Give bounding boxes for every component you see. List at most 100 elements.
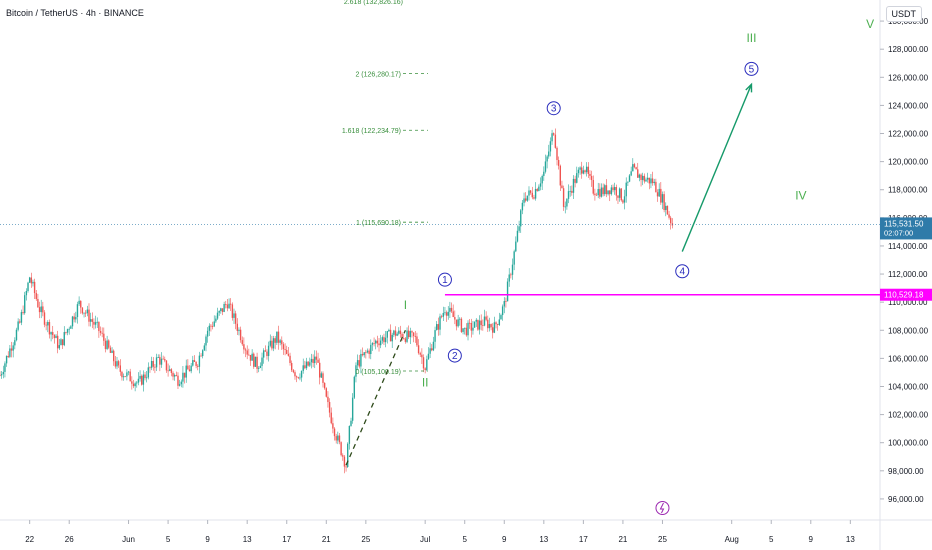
candle: [439, 316, 441, 330]
candle: [528, 190, 530, 196]
candle: [617, 195, 619, 198]
candle: [632, 164, 634, 172]
candle: [111, 350, 113, 353]
candle: [126, 372, 128, 377]
wave-circle-label: 3: [551, 104, 557, 115]
candle: [230, 303, 232, 305]
wave-roman-label: III: [746, 31, 756, 45]
candle: [607, 190, 609, 195]
x-tick-label: 5: [166, 535, 171, 544]
candle: [516, 230, 519, 242]
candle: [363, 352, 365, 356]
candle: [569, 190, 571, 192]
candle: [269, 340, 271, 346]
event-marker-icon: [655, 501, 670, 515]
candle: [597, 189, 599, 196]
candle: [152, 360, 154, 367]
candle: [43, 312, 46, 325]
wave-circle-label: 5: [749, 64, 755, 75]
candle: [45, 324, 47, 326]
candle: [203, 345, 206, 351]
last-price-label: 115,531.50: [884, 219, 924, 228]
candle: [360, 353, 362, 367]
candle: [157, 356, 159, 358]
currency-unit-button[interactable]: USDT: [885, 6, 922, 22]
candle: [99, 331, 102, 333]
candle: [333, 428, 336, 437]
candle: [460, 318, 463, 332]
candle: [549, 141, 552, 152]
candle: [244, 349, 247, 351]
candle: [559, 165, 561, 186]
fib-label: 2 (126,280.17): [355, 71, 401, 78]
y-tick-label: 118,000.00: [888, 186, 928, 195]
candle: [256, 356, 258, 369]
candle: [63, 332, 65, 346]
candle: [134, 383, 136, 387]
candle: [279, 340, 281, 343]
candle: [488, 324, 491, 329]
projection-arrow-line: [681, 84, 753, 252]
candle: [493, 322, 496, 333]
candle: [533, 197, 535, 199]
candle: [590, 175, 593, 181]
candle: [581, 167, 583, 174]
x-tick-label: 5: [769, 535, 774, 544]
candle: [231, 304, 234, 318]
candle: [241, 340, 243, 345]
candle: [119, 365, 121, 372]
candle: [272, 338, 275, 349]
candle: [12, 345, 14, 351]
candle: [440, 316, 443, 318]
candle: [66, 329, 69, 333]
candle: [638, 174, 641, 178]
candle: [221, 308, 224, 312]
candle: [501, 306, 504, 316]
candle: [136, 382, 138, 384]
candle: [193, 360, 196, 362]
candle: [287, 353, 290, 356]
candle: [15, 329, 18, 341]
candle: [239, 329, 242, 341]
candle: [422, 357, 425, 369]
candle: [506, 281, 509, 302]
candle: [351, 397, 354, 421]
candle: [353, 376, 356, 398]
candle: [670, 217, 672, 224]
candle: [562, 188, 565, 207]
candle: [165, 360, 168, 371]
candle: [124, 376, 126, 378]
candle: [452, 311, 454, 318]
candle: [20, 312, 23, 323]
candle: [375, 340, 377, 344]
candle: [84, 312, 87, 314]
x-tick-label: 9: [205, 535, 210, 544]
candle: [37, 299, 39, 308]
candle: [109, 347, 112, 353]
wave-roman-label: II: [422, 375, 429, 389]
candle: [98, 321, 100, 332]
candle: [180, 381, 182, 385]
candle: [253, 353, 255, 367]
candle: [233, 313, 235, 318]
candle: [183, 372, 186, 378]
y-tick-label: 98,000.00: [888, 467, 924, 476]
candle: [412, 332, 415, 337]
candle: [266, 351, 268, 357]
candle: [315, 356, 318, 360]
candle: [482, 325, 484, 326]
candle: [169, 369, 171, 371]
candle: [541, 175, 543, 184]
candle: [539, 183, 542, 187]
candle: [145, 377, 148, 379]
candle: [173, 375, 176, 377]
candle: [350, 420, 352, 426]
candle: [467, 322, 469, 336]
candle: [251, 353, 253, 361]
candle: [464, 327, 466, 329]
candle: [343, 456, 346, 467]
candle: [599, 189, 601, 197]
candle: [73, 316, 75, 320]
candle: [106, 340, 108, 350]
